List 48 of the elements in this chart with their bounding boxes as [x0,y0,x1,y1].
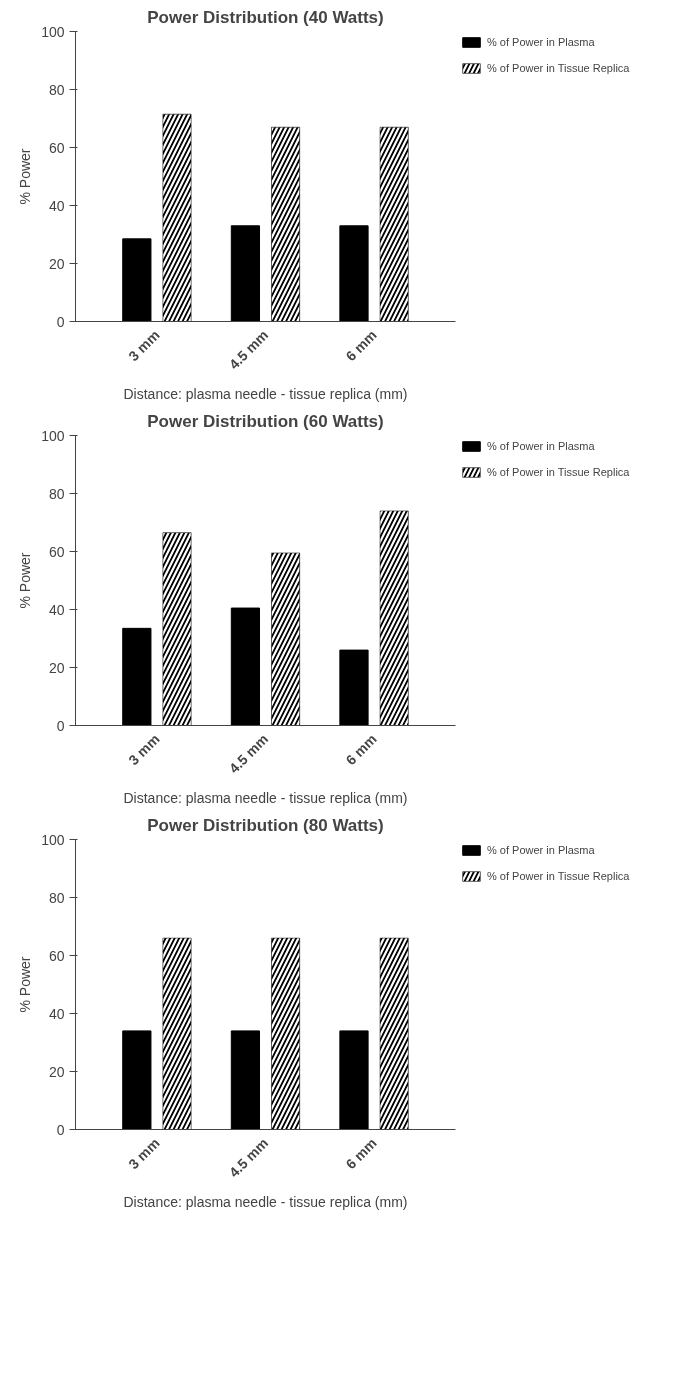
x-tick-label: 4.5 mm [225,730,272,777]
y-tick-label: 60 [48,543,65,560]
x-tick-label: 6 mm [342,326,380,365]
chart-title: Power Distribution (80 Watts) [147,815,384,835]
y-tick-label: 40 [48,197,65,214]
x-tick-label: 3 mm [125,730,163,769]
y-tick-label: 40 [48,1005,65,1022]
x-axis-title: Distance: plasma needle - tissue replica (mm) [123,385,408,402]
y-tick-label: 20 [48,255,65,272]
y-tick-label: 100 [41,831,65,848]
bar [122,627,152,726]
y-tick-label: 100 [41,427,65,444]
y-axis-title: % Power [17,148,34,205]
legend-label: % of Power in Plasma [487,36,596,48]
bar [230,225,261,322]
x-tick-label: 4.5 mm [225,326,272,373]
legend-label: % of Power in Plasma [487,440,596,452]
y-tick-label: 0 [56,1121,65,1138]
y-tick-label: 20 [48,1063,65,1080]
chart-title: Power Distribution (60 Watts) [147,411,384,431]
legend-label: % of Power in Plasma [487,844,596,856]
x-axis-title: Distance: plasma needle - tissue replica (mm) [123,789,408,806]
y-tick-label: 40 [48,601,65,618]
y-tick-label: 0 [56,717,65,734]
y-tick-label: 0 [56,313,65,330]
legend-label: % of Power in Tissue Replica [487,62,630,74]
x-tick-label: 6 mm [342,1134,380,1173]
y-tick-label: 60 [48,139,65,156]
y-tick-label: 80 [48,485,65,502]
chart-title: Power Distribution (40 Watts) [147,7,384,27]
x-tick-label: 6 mm [342,730,380,769]
x-tick-label: 3 mm [125,326,163,365]
y-tick-label: 20 [48,659,65,676]
x-tick-label: 3 mm [125,1134,163,1173]
legend-label: % of Power in Tissue Replica [487,870,630,882]
y-tick-label: 80 [48,81,65,98]
bar [339,225,369,322]
y-axis-title: % Power [17,552,34,609]
y-tick-label: 100 [41,23,65,40]
y-axis-title: % Power [17,956,34,1013]
legend-label: % of Power in Tissue Replica [487,466,630,478]
x-axis-title: Distance: plasma needle - tissue replica (mm) [123,1193,408,1210]
y-tick-label: 80 [48,889,65,906]
bar [122,238,152,322]
bar [339,649,369,726]
x-tick-label: 4.5 mm [225,1134,272,1181]
y-tick-label: 60 [48,947,65,964]
bar [230,607,261,726]
